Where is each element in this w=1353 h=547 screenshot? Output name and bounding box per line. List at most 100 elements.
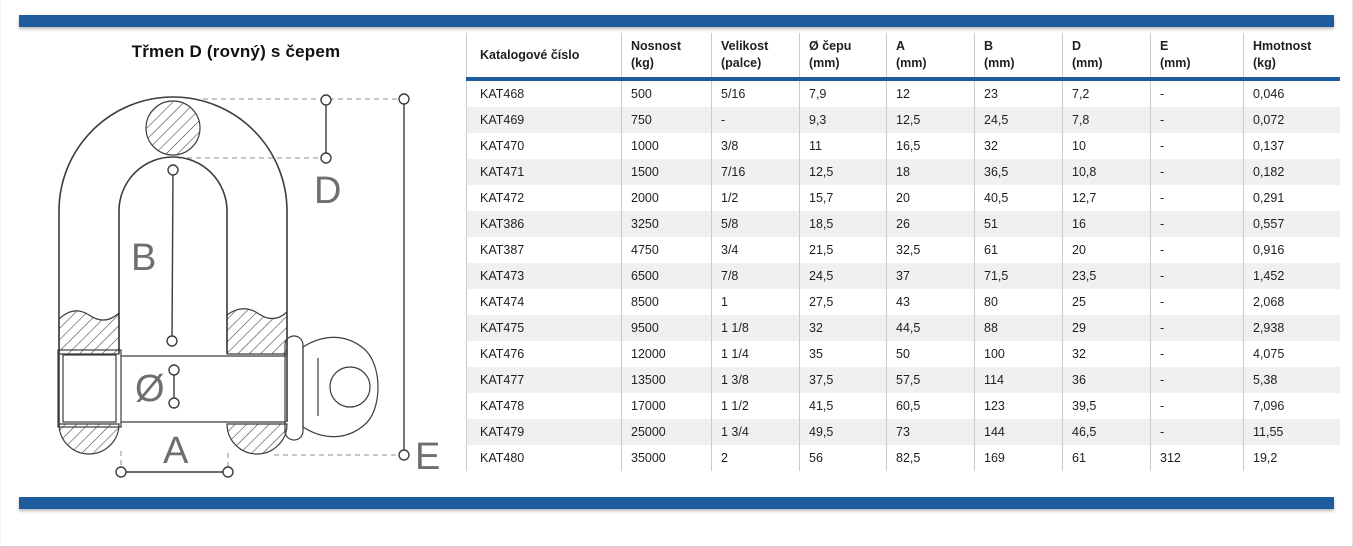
bow-cross-section-circle (145, 100, 201, 156)
column-header-a-mm: A (mm) (886, 33, 975, 81)
dimension-label-e: E (415, 436, 440, 478)
table-cell: 37,5 (799, 367, 887, 393)
table-cell: 24,5 (799, 263, 887, 289)
table-cell: 7,096 (1243, 393, 1340, 419)
dimension-label-b: B (131, 237, 156, 279)
table-cell: KAT476 (466, 341, 622, 367)
table-cell: - (1150, 107, 1244, 133)
table-cell: 1 3/4 (711, 419, 800, 445)
table-cell: 43 (886, 289, 975, 315)
table-cell: 82,5 (886, 445, 975, 471)
table-cell: 1 1/4 (711, 341, 800, 367)
table-cell: 80 (974, 289, 1063, 315)
column-header-size-inches: Velikost (palce) (711, 33, 800, 81)
dim-d-end-top (320, 94, 332, 106)
table-cell: 2,068 (1243, 289, 1340, 315)
dim-b-end-top (167, 164, 179, 176)
table-cell: 19,2 (1243, 445, 1340, 471)
table-cell: 100 (974, 341, 1063, 367)
table-cell: 26 (886, 211, 975, 237)
table-cell: 3/4 (711, 237, 800, 263)
table-cell: 73 (886, 419, 975, 445)
table-cell: 3250 (621, 211, 712, 237)
table-cell: 144 (974, 419, 1063, 445)
table-cell: 8500 (621, 289, 712, 315)
table-cell: 3/8 (711, 133, 800, 159)
table-cell: 10,8 (1062, 159, 1151, 185)
dim-a-end-right (222, 466, 234, 478)
table-cell: 11,55 (1243, 419, 1340, 445)
table-cell: 0,137 (1243, 133, 1340, 159)
table-cell: 12000 (621, 341, 712, 367)
table-cell: KAT477 (466, 367, 622, 393)
table-cell: 0,557 (1243, 211, 1340, 237)
table-cell: 61 (974, 237, 1063, 263)
table-cell: - (1150, 367, 1244, 393)
table-cell: 2000 (621, 185, 712, 211)
column-header-d-mm: D (mm) (1062, 33, 1151, 81)
table-cell: 7,9 (799, 79, 887, 107)
table-row: KAT471 1500 7/16 12,5 18 36,5 10,8-0,182 (466, 159, 1340, 185)
left-leg-hatch (58, 310, 120, 355)
table-cell: 5/8 (711, 211, 800, 237)
table-row: KAT473 6500 7/8 24,5 37 71,5 23,5-1,452 (466, 263, 1340, 289)
table-cell: 1 3/8 (711, 367, 800, 393)
table-cell: KAT475 (466, 315, 622, 341)
table-cell: 6500 (621, 263, 712, 289)
top-accent-bar (19, 15, 1334, 27)
left-leg-bottom-cap (58, 423, 120, 455)
bottom-accent-bar (19, 497, 1334, 509)
table-cell: KAT469 (466, 107, 622, 133)
table-cell: - (1150, 185, 1244, 211)
table-row: KAT480 35000 2 56 82,5 169 61 312 19,2 (466, 445, 1340, 471)
shackle-drawing-panel: D B Ø A E (31, 85, 441, 485)
table-cell: 49,5 (799, 419, 887, 445)
table-cell: 18 (886, 159, 975, 185)
table-cell: KAT479 (466, 419, 622, 445)
table-cell: 7/8 (711, 263, 800, 289)
table-cell: KAT470 (466, 133, 622, 159)
table-row: KAT470 1000 3/8 11 16,5 32 10-0,137 (466, 133, 1340, 159)
table-cell: 36 (1062, 367, 1151, 393)
table-cell: 71,5 (974, 263, 1063, 289)
table-cell: KAT480 (466, 445, 622, 471)
table-cell: 21,5 (799, 237, 887, 263)
table-cell: - (1150, 315, 1244, 341)
dimension-label-d: D (314, 170, 341, 212)
table-cell: 32,5 (886, 237, 975, 263)
table-cell: 1500 (621, 159, 712, 185)
table-row: KAT386 3250 5/8 18,5 26 51 16-0,557 (466, 211, 1340, 237)
right-leg-bottom-cap (226, 423, 288, 455)
table-cell: 25 (1062, 289, 1151, 315)
table-cell: 25000 (621, 419, 712, 445)
table-cell: 29 (1062, 315, 1151, 341)
table-cell: 0,072 (1243, 107, 1340, 133)
table-cell: 0,916 (1243, 237, 1340, 263)
table-cell: 36,5 (974, 159, 1063, 185)
table-cell: 23,5 (1062, 263, 1151, 289)
column-header-b-mm: B (mm) (974, 33, 1063, 81)
table-row: KAT475 9500 1 1/8 32 44,5 88 29-2,938 (466, 315, 1340, 341)
table-cell: 4,075 (1243, 341, 1340, 367)
specifications-table: Katalogové číslo Nosnost (kg) Velikost (… (466, 33, 1340, 471)
table-cell: 17000 (621, 393, 712, 419)
table-cell: 13500 (621, 367, 712, 393)
table-cell: - (1150, 159, 1244, 185)
table-cell: - (1150, 237, 1244, 263)
dimension-label-a: A (163, 430, 189, 472)
dim-e-end-bottom (398, 449, 410, 461)
table-cell: 500 (621, 79, 712, 107)
table-cell: 41,5 (799, 393, 887, 419)
table-cell: 12,5 (799, 159, 887, 185)
column-header-e-mm: E (mm) (1150, 33, 1244, 81)
table-row: KAT476 12000 1 1/4 35 50 100 32-4,075 (466, 341, 1340, 367)
table-row: KAT477 13500 1 3/8 37,5 57,5 114 36-5,38 (466, 367, 1340, 393)
dim-d-end-bottom (320, 152, 332, 164)
table-cell: 35 (799, 341, 887, 367)
table-cell: 20 (886, 185, 975, 211)
table-cell: 5/16 (711, 79, 800, 107)
table-cell: 2,938 (1243, 315, 1340, 341)
table-cell: 4750 (621, 237, 712, 263)
table-cell: 35000 (621, 445, 712, 471)
table-cell: 88 (974, 315, 1063, 341)
